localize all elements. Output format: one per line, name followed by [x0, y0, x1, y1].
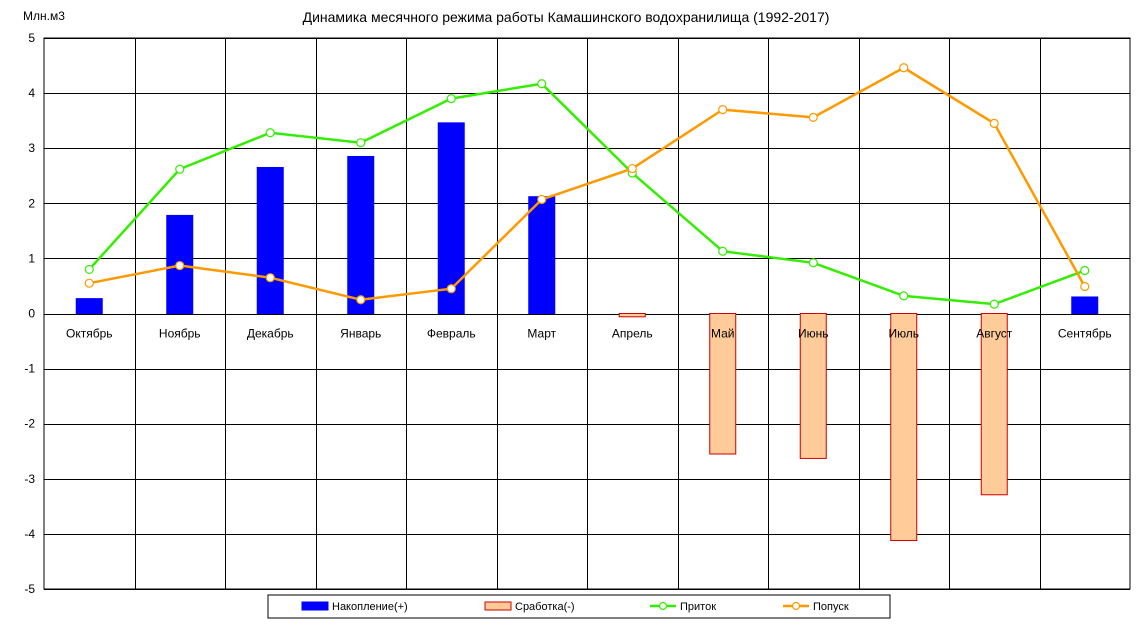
bar-drawdown — [799, 313, 827, 459]
series-point — [446, 284, 456, 294]
series-point — [989, 299, 999, 309]
series-point — [84, 264, 94, 275]
legend-swatch — [301, 601, 329, 611]
y-tick-label: 0 — [28, 307, 35, 321]
bars — [75, 122, 1099, 542]
series-point — [1080, 281, 1090, 292]
category-label: Март — [527, 327, 556, 341]
legend-box — [267, 594, 891, 619]
series-point — [808, 258, 818, 268]
y-tick-label: 4 — [28, 86, 35, 100]
category-label: Май — [711, 327, 735, 341]
legend: Накопление(+) Сработка(-) Приток Попуск — [267, 594, 891, 619]
bar-accumulation — [75, 298, 103, 314]
series-point — [537, 194, 547, 205]
series-point — [265, 273, 275, 283]
y-tick-label: 5 — [28, 31, 35, 45]
series-point — [356, 138, 366, 148]
series-point — [537, 79, 547, 89]
legend-swatch — [484, 601, 512, 611]
chart-title: Динамика месячного режима работы Камашин… — [303, 9, 830, 25]
category-labels: Октябрь Ноябрь Декабрь Январь Февраль Март Апр… — [66, 327, 1112, 341]
series-line — [88, 82, 1086, 306]
category-label: Июнь — [798, 327, 829, 341]
grid — [43, 37, 1131, 590]
series-point — [175, 260, 185, 271]
category-label: Ноябрь — [159, 327, 201, 341]
category-label: Январь — [340, 327, 381, 341]
bar-drawdown — [980, 313, 1008, 496]
series-lines — [84, 63, 1090, 309]
series-point — [718, 105, 728, 115]
y-tick-label: -3 — [24, 472, 35, 486]
y-tick-label: -4 — [24, 527, 35, 541]
series-point — [899, 63, 909, 73]
series-point — [899, 291, 909, 301]
series-point — [356, 295, 366, 305]
category-label: Февраль — [427, 327, 476, 341]
category-label: Август — [976, 327, 1013, 341]
series-point — [265, 128, 275, 138]
bar-drawdown — [890, 313, 918, 542]
legend-label: Попуск — [813, 601, 849, 613]
bar-accumulation — [1071, 296, 1099, 315]
y-tick-label: -1 — [24, 362, 35, 376]
legend-swatch-marker — [791, 601, 801, 611]
y-tick-label: 2 — [28, 196, 35, 210]
category-label: Сентябрь — [1058, 327, 1112, 341]
legend-label: Сработка(-) — [515, 601, 575, 613]
y-tick-label: -5 — [24, 582, 35, 596]
series-point — [84, 278, 94, 288]
series-point — [808, 112, 818, 122]
y-axis-ticks: 5 4 3 2 1 0 -1 -2 -3 -4 -5 — [24, 31, 35, 596]
legend-label: Приток — [680, 601, 716, 613]
series-line — [89, 66, 1086, 301]
bar-drawdown — [709, 313, 737, 455]
bar-accumulation — [528, 196, 556, 314]
series-point — [175, 164, 185, 174]
bar-accumulation — [166, 214, 194, 314]
series-point — [718, 246, 728, 256]
series-point — [1080, 265, 1090, 276]
y-tick-label: -2 — [24, 417, 35, 431]
bar-accumulation — [256, 166, 284, 314]
y-axis-unit-label: Млн.м3 — [23, 9, 65, 23]
bar-drawdown — [618, 313, 646, 318]
y-tick-label: 1 — [28, 251, 35, 265]
y-tick-label: 3 — [28, 141, 35, 155]
legend-swatch-marker — [658, 601, 668, 611]
category-label: Июль — [888, 327, 919, 341]
category-label: Октябрь — [66, 327, 113, 341]
legend-label: Накопление(+) — [332, 601, 408, 613]
series-point — [627, 163, 637, 174]
category-label: Декабрь — [247, 327, 294, 341]
bar-accumulation — [347, 155, 375, 314]
series-point — [446, 94, 456, 104]
series-point — [989, 118, 999, 129]
category-label: Апрель — [612, 327, 653, 341]
